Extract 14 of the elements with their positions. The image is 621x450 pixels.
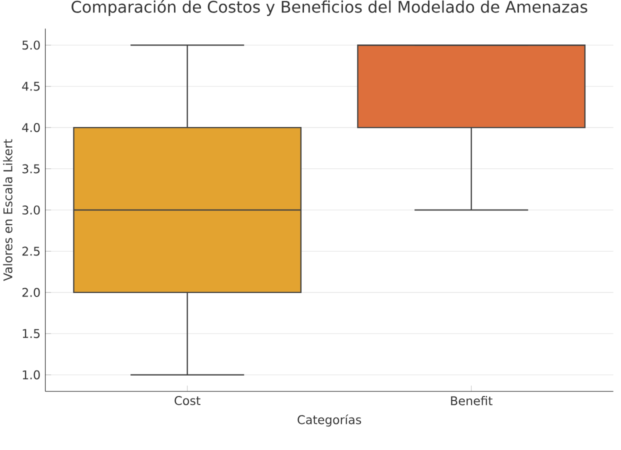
y-tick-label: 5.0 [22,40,40,50]
y-tick-label: 3.0 [22,205,40,215]
y-tick-label: 3.5 [22,164,40,174]
y-tick-label: 2.0 [22,288,40,297]
y-tick-label: 4.0 [22,123,40,132]
x-tick-label: Cost [174,396,200,406]
y-tick-label: 2.5 [22,246,40,256]
chart-title: Comparación de Costos y Beneficios del Modelado de Amenazas [72,0,588,16]
y-tick-label: 4.5 [22,82,40,91]
y-tick-label: 1.0 [22,370,40,380]
x-tick-label: Benefit [451,396,492,406]
x-axis-title: Categorías [298,414,362,427]
y-tick-label: 1.5 [22,329,40,338]
y-axis-title: Valores en Escala Likert [3,139,12,281]
